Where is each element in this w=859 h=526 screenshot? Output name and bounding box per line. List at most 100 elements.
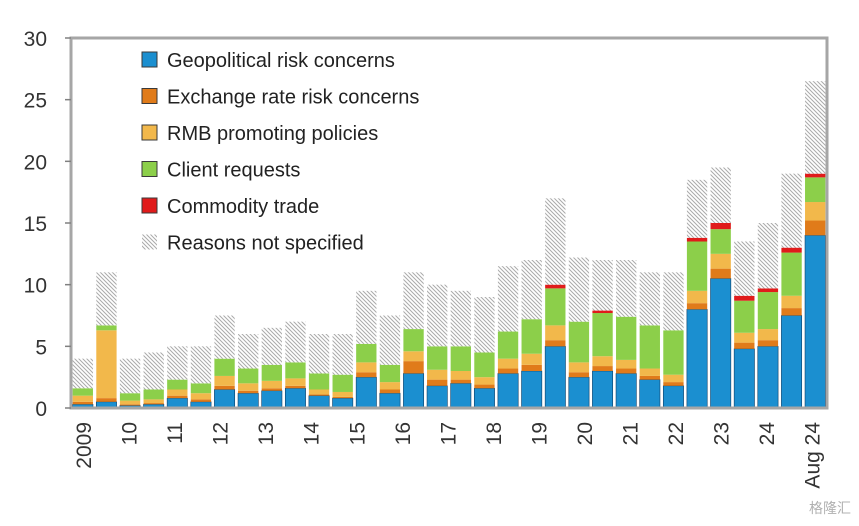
bar-segment-5-16: [450, 290, 471, 347]
bar-segment-4-20: [545, 284, 566, 289]
bar-segment-3-19: [521, 319, 542, 354]
bar-segment-2-18: [497, 358, 519, 369]
bar-segment-1-29: [757, 340, 779, 347]
x-tick-label: 14: [301, 422, 324, 446]
bar-segment-2-6: [214, 375, 235, 386]
bar-segment-3-8: [261, 364, 282, 381]
bar-segment-4-29: [757, 288, 779, 293]
bar-segment-2-20: [545, 325, 566, 341]
bar-segment-0-25: [662, 385, 684, 409]
bar-segment-2-21: [568, 362, 590, 373]
bar-segment-3-7: [238, 368, 259, 384]
bar-segment-1-17: [474, 384, 495, 389]
bar-segment-2-11: [332, 391, 353, 397]
bar-segment-1-11: [332, 396, 353, 399]
bar-segment-2-16: [450, 371, 471, 380]
bar-segment-1-18: [497, 368, 519, 374]
bar-segment-2-26: [686, 290, 708, 304]
bar-segment-1-6: [214, 385, 235, 390]
bar-segment-5-10: [308, 334, 330, 374]
bar-segment-5-5: [190, 346, 212, 384]
bar-segment-5-19: [521, 260, 542, 320]
bar-segment-1-16: [450, 379, 471, 384]
bar-segment-1-7: [238, 390, 259, 394]
bar-segment-5-13: [379, 315, 401, 365]
bar-segment-2-10: [308, 389, 330, 395]
bar-segment-4-22: [592, 310, 613, 314]
bar-segment-1-31: [805, 220, 826, 236]
bar-segment-2-4: [167, 389, 188, 396]
bar-segment-5-7: [238, 334, 259, 369]
bar-segment-3-1: [96, 325, 117, 331]
bar-segment-1-8: [261, 388, 282, 391]
bar-segment-2-7: [238, 383, 259, 391]
x-tick-label-group: 13: [255, 422, 278, 445]
bar-segment-3-4: [167, 379, 188, 390]
bar-segment-0-9: [284, 387, 306, 409]
x-tick-label: 11: [164, 422, 187, 444]
x-tick-label-group: 17: [437, 422, 460, 445]
bar-segment-0-18: [497, 373, 519, 409]
bar-segment-4-27: [710, 223, 731, 230]
bar-segment-0-14: [403, 373, 425, 409]
x-tick-label-group: 20: [574, 422, 597, 445]
x-tick-label-group: 23: [711, 422, 734, 445]
x-tick-label: 24: [756, 422, 779, 446]
bar-segment-5-3: [143, 352, 164, 390]
bar-segment-2-5: [190, 393, 212, 400]
bar-segment-1-9: [285, 385, 306, 389]
bar-segment-3-25: [663, 330, 684, 375]
bar-segment-0-8: [261, 390, 283, 409]
bar-segment-1-28: [734, 342, 755, 349]
bar-segment-5-27: [710, 167, 731, 223]
bar-segment-5-0: [72, 358, 93, 389]
y-tick-label: 5: [35, 336, 47, 359]
bar-segment-2-14: [403, 351, 424, 362]
bar-segment-1-20: [545, 340, 566, 347]
x-tick-label: 21: [620, 422, 643, 445]
y-tick-label: 25: [24, 90, 47, 113]
bar-segment-0-30: [781, 315, 803, 409]
legend-label: Reasons not specified: [167, 233, 364, 255]
x-tick-label-group: 16: [392, 422, 415, 445]
bar-segment-0-29: [757, 346, 779, 409]
bar-segment-5-18: [497, 266, 519, 332]
bar-segment-0-13: [379, 392, 401, 409]
bar-segment-5-24: [639, 272, 660, 326]
x-tick-label: 23: [711, 422, 734, 445]
bar-segment-3-0: [72, 388, 93, 396]
bar-segment-1-10: [308, 394, 330, 396]
bars-layer: [72, 81, 826, 409]
bar-segment-5-21: [568, 257, 590, 322]
bar-segment-2-28: [734, 332, 755, 343]
x-tick-label: Aug 24: [802, 422, 825, 489]
legend-label: RMB promoting policies: [167, 123, 378, 145]
y-tick-label: 10: [24, 275, 47, 298]
bar-segment-3-20: [545, 288, 566, 326]
axes-layer: 0 5 10 15 20 25 30 2009 10 11 12 13 14 15 16 17 18 19 20 21…: [24, 28, 829, 489]
bar-segment-0-20: [544, 346, 566, 409]
bar-segment-3-6: [214, 358, 235, 376]
legend-swatch: [141, 51, 158, 68]
bar-segment-5-31: [805, 81, 826, 174]
bar-segment-0-19: [521, 370, 543, 409]
bar-segment-4-26: [686, 237, 708, 242]
bar-segment-5-1: [96, 272, 117, 326]
bar-segment-1-3: [143, 403, 164, 405]
x-tick-label-group: 2009: [73, 422, 96, 469]
bar-segment-2-19: [521, 353, 542, 365]
legend-swatch: [141, 197, 158, 214]
bar-segment-0-10: [308, 395, 330, 409]
bar-segment-3-14: [403, 329, 424, 352]
bar-segment-3-24: [639, 325, 660, 369]
bar-segment-3-3: [143, 389, 164, 400]
bar-segment-1-4: [167, 395, 188, 399]
bar-segment-1-23: [616, 368, 637, 374]
bar-segment-5-2: [119, 358, 141, 394]
bar-segment-2-23: [616, 359, 637, 369]
bar-segment-1-25: [663, 382, 684, 386]
x-tick-label-group: 15: [346, 422, 369, 445]
bar-segment-5-11: [332, 334, 353, 375]
bar-segment-2-3: [143, 399, 164, 404]
legend-swatch: [141, 161, 158, 177]
